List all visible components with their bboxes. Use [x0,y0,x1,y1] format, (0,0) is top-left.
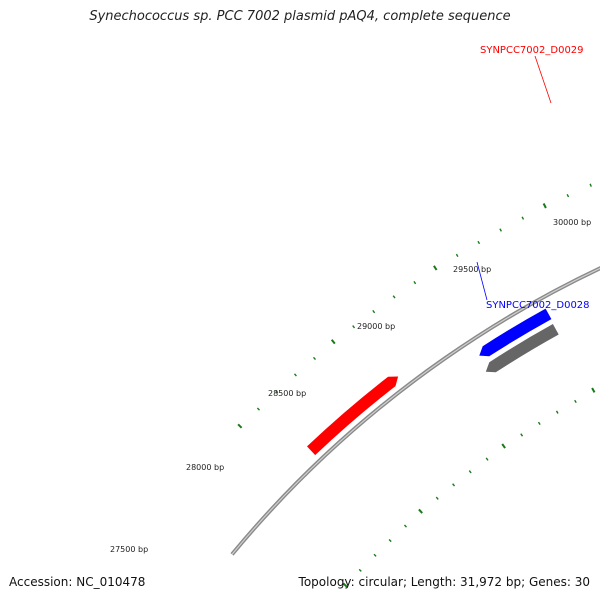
inner-tick [418,508,423,514]
inner-tick [358,568,362,572]
inner-tick [373,553,377,557]
tick-label-28500: 28500 bp [268,389,306,398]
outer-tick [499,228,503,232]
gene-label-synpcc7002-d0029[interactable]: SYNPCC7002_D0029 [480,45,584,56]
outer-tick [293,373,297,377]
outer-tick [330,339,336,345]
outer-tick [256,407,261,411]
outer-tick [392,295,396,299]
accession-text: Accession: NC_010478 [9,575,146,589]
tick-label-30000: 30000 bp [553,218,591,227]
outer-tick [566,193,570,198]
inner-tick [574,399,577,404]
outer-tick [275,390,279,394]
outer-tick [542,203,547,209]
feature-arrow-reverse[interactable] [485,324,559,373]
inner-tick [435,496,439,500]
outer-tick [237,423,243,429]
inner-tick [591,387,596,393]
outer-tick [477,240,481,245]
gene-arrow-synpcc7002-d0028[interactable] [479,308,552,357]
tick-label-27500: 27500 bp [110,545,148,554]
inner-tick [403,524,408,528]
label-leader-synpcc7002-d0029 [534,55,552,104]
tick-label-29500: 29500 bp [453,265,491,274]
inner-tick [501,443,506,449]
gene-label-synpcc7002-d0028[interactable]: SYNPCC7002_D0028 [486,300,590,311]
inner-tick [485,457,489,461]
outer-tick [372,309,376,314]
inner-tick [452,483,456,487]
outer-tick [312,356,317,361]
map-footer: Accession: NC_010478 Topology: circular;… [0,570,600,600]
inner-tick [520,433,524,437]
outer-tick [433,265,438,271]
inner-tick-ring [342,387,596,588]
inner-tick [342,582,348,588]
plasmid-backbone-highlight [231,267,600,555]
outer-tick [589,183,592,187]
outer-tick [521,216,525,220]
tick-label-29000: 29000 bp [357,322,395,331]
outer-tick [352,325,356,329]
outer-tick [413,281,417,285]
inner-tick [468,470,472,474]
inner-tick [537,421,541,425]
inner-tick [555,410,559,414]
outer-tick [455,253,459,258]
map-title: Synechococcus sp. PCC 7002 plasmid pAQ4,… [89,9,511,24]
gene-arrow-forward-large[interactable] [307,376,399,456]
topology-summary: Topology: circular; Length: 31,972 bp; G… [298,575,590,589]
inner-tick [388,539,392,543]
label-leader-synpcc7002-d0028 [476,261,488,301]
outer-tick-ring [237,183,592,429]
tick-label-28000: 28000 bp [186,463,224,472]
plasmid-backbone [230,266,600,556]
